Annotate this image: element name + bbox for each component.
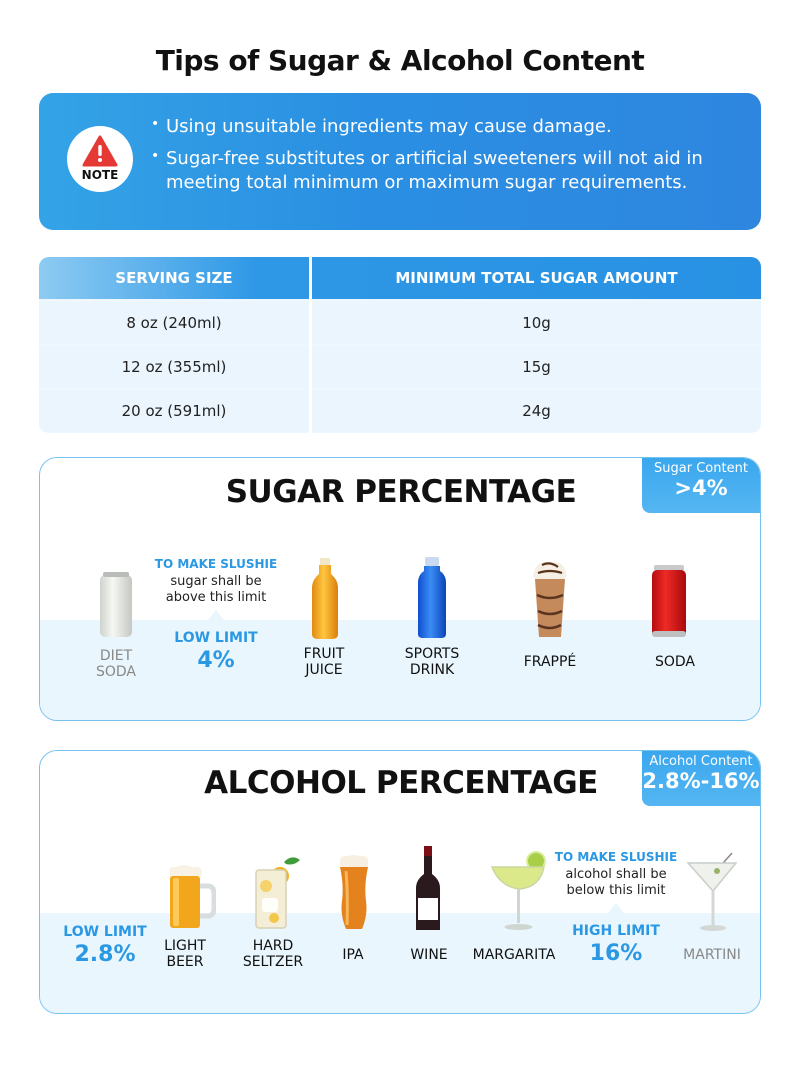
alcohol-content-value: 2.8%-16%	[642, 769, 760, 793]
sugar-amount-cell: 15g	[522, 358, 551, 376]
ipa-label: IPA	[342, 947, 364, 963]
info-line: above this limit	[165, 590, 267, 605]
header-min-sugar: MINIMUM TOTAL SUGAR AMOUNT	[395, 269, 678, 287]
margarita-label: MARGARITA	[472, 947, 556, 963]
juice-bottle-icon	[312, 558, 338, 639]
soda-label: SODA	[654, 654, 696, 670]
label-line: JUICE	[305, 662, 343, 678]
diet-soda-label: DIET SODA	[80, 648, 152, 680]
light-beer-label: LIGHT BEER	[150, 938, 220, 970]
header-serving-size: SERVING SIZE	[115, 269, 233, 287]
alcohol-slushie-info: TO MAKE SLUSHIE alcohol shall be below t…	[546, 850, 686, 899]
page-title: Tips of Sugar & Alcohol Content	[155, 44, 645, 77]
sugar-amount-cell: 10g	[522, 314, 551, 332]
hard-seltzer-label: HARD SELTZER	[235, 938, 311, 970]
sugar-low-limit-value: 4%	[197, 648, 235, 673]
sugar-title: SUGAR PERCENTAGE	[225, 474, 577, 510]
serving-size-table: SERVING SIZE MINIMUM TOTAL SUGAR AMOUNT …	[39, 257, 761, 433]
table-row: 12 oz (355ml) 15g	[39, 346, 761, 388]
alcohol-title: ALCOHOL PERCENTAGE	[204, 765, 598, 801]
note-tips-list: Using unsuitable ingredients may cause d…	[151, 112, 741, 203]
fruit-juice-label: FRUIT JUICE	[288, 646, 360, 678]
label-line: BEER	[166, 954, 204, 970]
serving-size-cell: 8 oz (240ml)	[126, 314, 222, 332]
sugar-content-badge: Sugar Content >4%	[642, 458, 760, 513]
alcohol-low-limit-value: 2.8%	[74, 942, 136, 967]
margarita-glass-icon	[490, 851, 546, 930]
sports-drink-label: SPORTS DRINK	[392, 646, 472, 678]
table-row: 8 oz (240ml) 10g	[39, 302, 761, 344]
note-banner: NOTE Using unsuitable ingredients may ca…	[39, 93, 761, 230]
label-line: DRINK	[409, 662, 455, 678]
alcohol-high-limit-value: 16%	[589, 941, 643, 966]
info-line: sugar shall be	[170, 574, 262, 589]
label-line: FRUIT	[303, 646, 345, 662]
sugar-percentage-panel: SUGAR PERCENTAGE Sugar Content >4% DIET …	[39, 457, 761, 721]
frappe-cup-icon	[533, 561, 567, 637]
alcohol-high-limit-label: HIGH LIMIT	[572, 923, 660, 939]
info-heading: TO MAKE SLUSHIE	[154, 557, 278, 571]
info-heading: TO MAKE SLUSHIE	[554, 850, 678, 864]
warning-triangle-icon	[82, 135, 118, 167]
martini-glass-icon	[686, 852, 738, 931]
sugar-content-value: >4%	[674, 476, 728, 500]
label-line: LIGHT	[164, 938, 206, 954]
shelf-band	[40, 620, 760, 720]
alcohol-percentage-panel: ALCOHOL PERCENTAGE Alcohol Content 2.8%-…	[39, 750, 761, 1014]
label-line: SODA	[95, 664, 137, 680]
serving-size-cell: 12 oz (355ml)	[121, 358, 227, 376]
pointer-arrow-icon	[608, 903, 624, 913]
sugar-slushie-info: TO MAKE SLUSHIE sugar shall be above thi…	[146, 557, 286, 606]
label-line: SELTZER	[242, 954, 304, 970]
sugar-low-limit-label: LOW LIMIT	[174, 630, 258, 646]
note-tip: Using unsuitable ingredients may cause d…	[151, 112, 741, 139]
beer-mug-icon	[169, 865, 216, 928]
sugar-content-label: Sugar Content	[654, 461, 748, 476]
alcohol-low-limit-label: LOW LIMIT	[63, 924, 147, 940]
pointer-arrow-icon	[208, 610, 224, 620]
diet-soda-can-icon	[100, 572, 132, 637]
frappe-label: FRAPPÉ	[523, 654, 577, 670]
soda-can-icon	[652, 565, 686, 637]
sugar-amount-cell: 24g	[522, 402, 551, 420]
alcohol-content-badge: Alcohol Content 2.8%-16%	[642, 751, 760, 806]
wine-label: WINE	[410, 947, 448, 963]
shelf-band	[40, 913, 760, 1013]
label-line: SPORTS	[404, 646, 460, 662]
table-row: 20 oz (591ml) 24g	[39, 390, 761, 432]
note-label: NOTE	[81, 168, 119, 182]
info-line: below this limit	[566, 883, 666, 898]
label-line: HARD	[252, 938, 294, 954]
note-tip: Sugar-free substitutes or artificial swe…	[151, 144, 741, 195]
sports-drink-bottle-icon	[418, 557, 446, 638]
label-line: DIET	[99, 648, 133, 664]
column-divider	[309, 257, 312, 433]
alcohol-content-label: Alcohol Content	[649, 754, 753, 769]
wine-bottle-icon	[416, 846, 440, 930]
hard-seltzer-glass-icon	[255, 857, 300, 929]
table-header: SERVING SIZE MINIMUM TOTAL SUGAR AMOUNT	[39, 257, 761, 299]
info-line: alcohol shall be	[565, 867, 667, 882]
note-badge: NOTE	[67, 126, 133, 192]
serving-size-cell: 20 oz (591ml)	[121, 402, 227, 420]
ipa-glass-icon	[340, 855, 368, 929]
martini-label: MARTINI	[683, 947, 741, 963]
